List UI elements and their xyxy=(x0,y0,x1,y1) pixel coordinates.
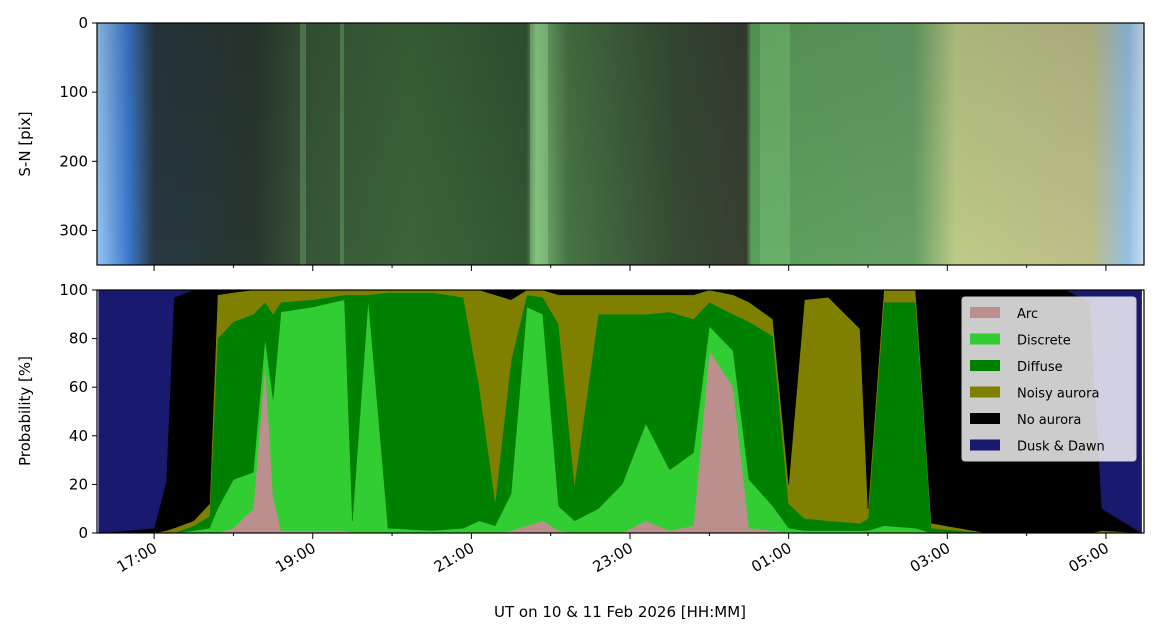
y-tick-label: 40 xyxy=(69,427,88,445)
x-tick-label: 21:00 xyxy=(431,539,477,576)
x-label: UT on 10 & 11 Feb 2026 [HH:MM] xyxy=(494,603,746,621)
y-tick-label: 80 xyxy=(69,330,88,348)
bottom-y-label: Probability [%] xyxy=(16,356,34,466)
legend-swatch xyxy=(970,386,1000,398)
y-tick-label: 100 xyxy=(59,281,88,299)
x-tick-label: 17:00 xyxy=(114,539,160,576)
legend-label: No aurora xyxy=(1017,413,1081,428)
keogram xyxy=(97,23,1144,265)
legend-swatch xyxy=(970,307,1000,318)
top-y-label: S-N [pix] xyxy=(16,111,34,176)
x-tick-label: 03:00 xyxy=(907,539,953,576)
legend-label: Diffuse xyxy=(1017,360,1063,375)
area xyxy=(98,290,1142,533)
y-tick-label: 60 xyxy=(69,378,88,396)
legend-swatch xyxy=(970,439,1000,451)
top-axes-frame xyxy=(96,22,1145,266)
y-tick-label: 0 xyxy=(78,524,88,542)
y-tick-label: 0 xyxy=(78,14,88,32)
y-tick-label: 200 xyxy=(59,152,88,170)
legend-swatch xyxy=(970,360,1000,371)
y-tick-label: 100 xyxy=(59,83,88,101)
bottom-axes-frame xyxy=(96,289,1145,534)
legend-label: Noisy aurora xyxy=(1017,387,1099,402)
legend-label: Discrete xyxy=(1017,334,1071,349)
legend-swatch xyxy=(970,413,1000,424)
legend-label: Arc xyxy=(1017,307,1038,322)
x-tick-label: 19:00 xyxy=(272,539,318,576)
legend-label: Dusk & Dawn xyxy=(1017,440,1105,455)
legend: Arc Discrete Diffuse Noisy aurora No aurora D… xyxy=(961,296,1137,462)
x-tick-label: 23:00 xyxy=(590,539,636,576)
x-tick-label: 01:00 xyxy=(748,539,794,576)
y-tick-label: 20 xyxy=(69,475,88,493)
x-tick-label: 05:00 xyxy=(1065,539,1111,576)
legend-swatch xyxy=(970,333,1000,345)
y-tick-label: 300 xyxy=(59,221,88,239)
